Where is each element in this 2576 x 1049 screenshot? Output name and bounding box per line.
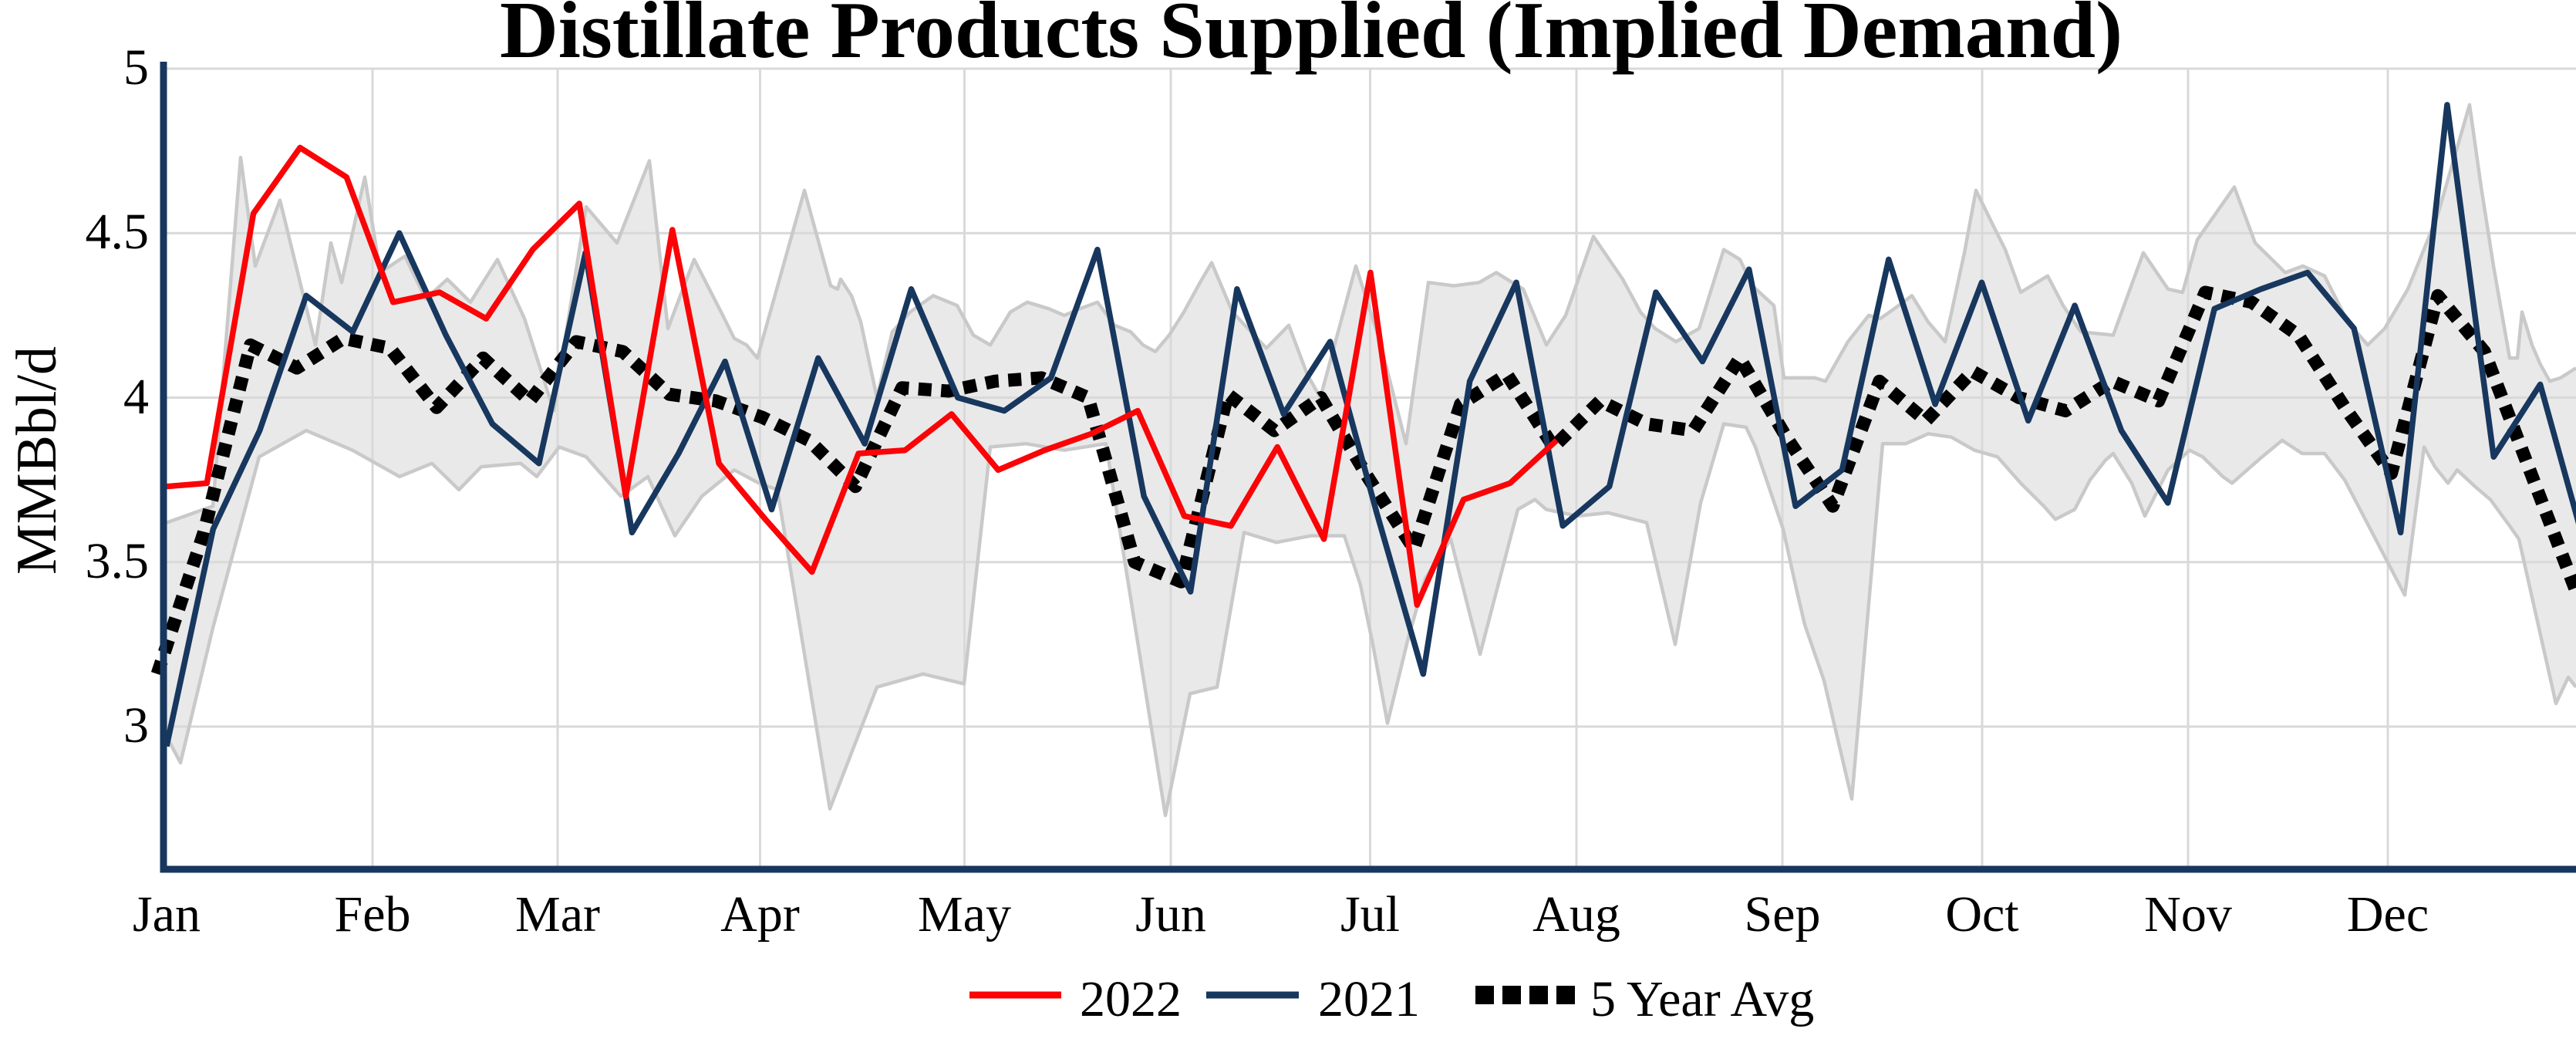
svg-text:Sep: Sep xyxy=(1745,886,1821,943)
svg-text:Mar: Mar xyxy=(515,886,600,943)
svg-text:May: May xyxy=(918,886,1011,943)
svg-text:3.5: 3.5 xyxy=(86,533,150,589)
svg-text:3: 3 xyxy=(123,697,149,754)
svg-text:Jan: Jan xyxy=(133,886,201,943)
svg-text:2022: 2022 xyxy=(1080,971,1182,1027)
svg-text:2021: 2021 xyxy=(1318,971,1420,1027)
svg-text:Aug: Aug xyxy=(1532,886,1620,943)
svg-text:4: 4 xyxy=(123,369,149,425)
svg-text:Jul: Jul xyxy=(1340,886,1400,943)
svg-text:Apr: Apr xyxy=(720,886,800,943)
svg-text:Jun: Jun xyxy=(1135,886,1206,943)
svg-text:MMBbl/d: MMBbl/d xyxy=(5,346,69,575)
svg-text:5: 5 xyxy=(123,39,149,96)
svg-text:Feb: Feb xyxy=(335,886,411,943)
svg-text:5 Year Avg: 5 Year Avg xyxy=(1590,971,1814,1027)
svg-text:Oct: Oct xyxy=(1945,886,2018,943)
svg-text:Nov: Nov xyxy=(2144,886,2232,943)
svg-text:4.5: 4.5 xyxy=(86,204,150,260)
svg-text:Dec: Dec xyxy=(2347,886,2429,943)
svg-text:Distillate Products Supplied (: Distillate Products Supplied (Implied De… xyxy=(500,0,2123,75)
